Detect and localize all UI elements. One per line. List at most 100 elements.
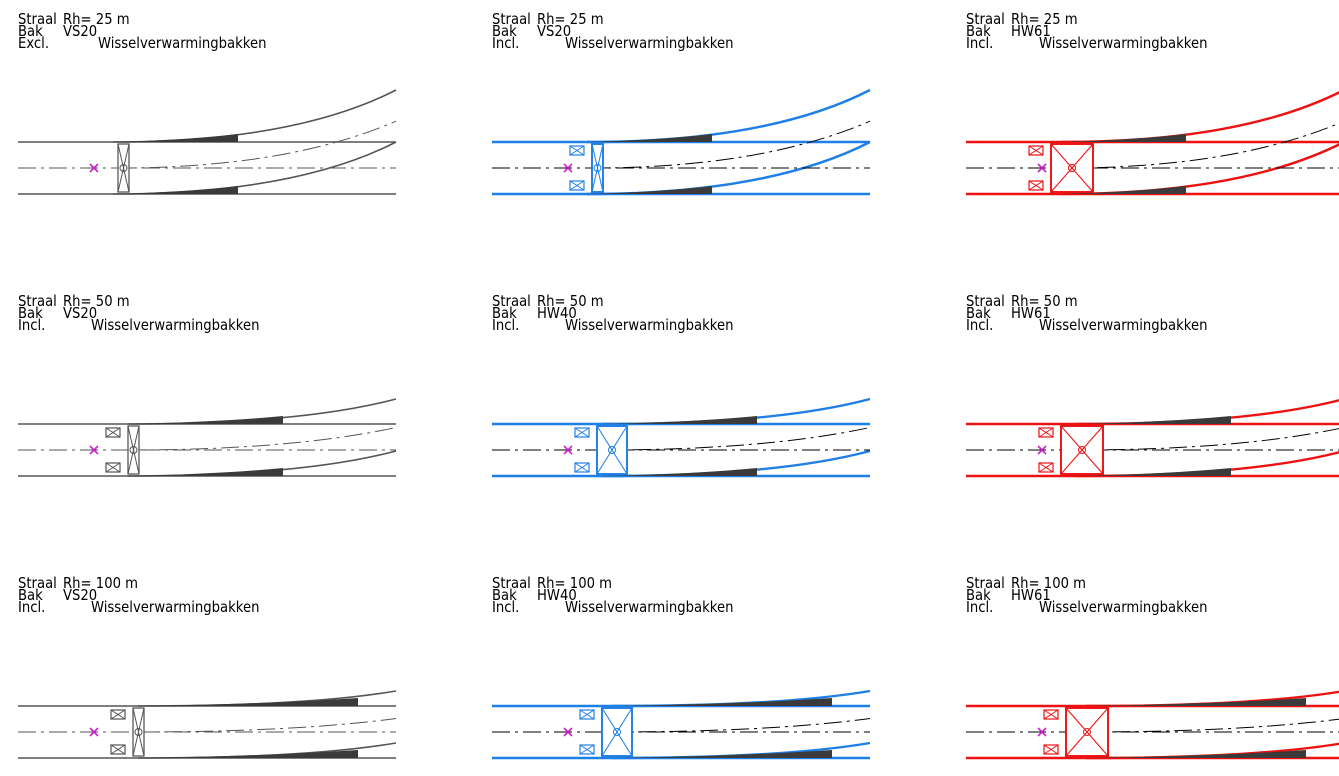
curve-rail-top bbox=[1060, 91, 1339, 144]
label-bak: Bak bbox=[966, 586, 991, 604]
switch-blade-bottom bbox=[128, 468, 283, 476]
label-bak-type: VS20 bbox=[63, 586, 98, 604]
switch-diagram bbox=[966, 399, 1339, 478]
switch-panel-r3c2: Straal Rh= 100 m Bak HW40 Incl. Wisselverwarm… bbox=[492, 576, 892, 776]
switch-blade-bottom bbox=[113, 186, 238, 194]
label-incl: Incl. bbox=[492, 598, 520, 616]
switch-panel-r1c3: Straal Rh= 25 m Bak HW61 Incl. Wisselverwarmi… bbox=[966, 12, 1339, 212]
heating-box-diag-b bbox=[1050, 143, 1094, 193]
label-bak: Bak bbox=[18, 586, 43, 604]
label-straal: Straal bbox=[966, 10, 1005, 28]
label-straal: Straal bbox=[18, 574, 57, 592]
switch-panel-r3c1: Straal Rh= 100 m Bak VS20 Incl. Wisselverwarm… bbox=[18, 576, 418, 776]
label-bak-type: HW61 bbox=[1011, 22, 1051, 40]
switch-blade-top bbox=[1076, 416, 1231, 424]
label-incl: Incl. bbox=[18, 598, 46, 616]
label-bak-type: HW61 bbox=[1011, 586, 1051, 604]
heating-box-center bbox=[134, 728, 143, 736]
label-bak: Bak bbox=[492, 22, 517, 40]
heating-box-diag-b bbox=[601, 707, 633, 757]
switch-diagram bbox=[18, 89, 397, 195]
heating-box-diag-b bbox=[127, 425, 140, 475]
label-bak-type: HW40 bbox=[537, 304, 577, 322]
switch-blade-top bbox=[1061, 134, 1186, 142]
label-heating: Wisselverwarmingbakken bbox=[91, 598, 260, 616]
label-radius: Rh= 25 m bbox=[63, 10, 130, 28]
label-bak-type: VS20 bbox=[537, 22, 572, 40]
heating-box-center bbox=[119, 164, 128, 172]
label-straal: Straal bbox=[18, 292, 57, 310]
label-bak-type: VS20 bbox=[63, 22, 98, 40]
switch-blade-bottom bbox=[138, 750, 358, 758]
switch-diagram bbox=[492, 88, 871, 196]
label-radius: Rh= 25 m bbox=[1011, 10, 1078, 28]
heating-box-diag-b bbox=[132, 707, 145, 757]
label-straal: Straal bbox=[966, 574, 1005, 592]
label-radius: Rh= 50 m bbox=[63, 292, 130, 310]
curve-rail-top bbox=[112, 89, 397, 143]
label-straal: Straal bbox=[492, 10, 531, 28]
point-marker-b bbox=[1037, 727, 1047, 737]
point-marker-b bbox=[563, 445, 573, 455]
label-radius: Rh= 50 m bbox=[537, 292, 604, 310]
heating-box-diag-b bbox=[1060, 425, 1104, 475]
label-radius: Rh= 25 m bbox=[537, 10, 604, 28]
switch-panel-r1c1: Straal Rh= 25 m Bak VS20 Excl. Wisselverwarmi… bbox=[18, 12, 418, 212]
label-incl: Incl. bbox=[966, 316, 994, 334]
label-incl: Incl. bbox=[492, 316, 520, 334]
label-heating: Wisselverwarmingbakken bbox=[1039, 598, 1208, 616]
label-bak: Bak bbox=[966, 304, 991, 322]
label-bak: Bak bbox=[18, 304, 43, 322]
switch-panel-r2c3: Straal Rh= 50 m Bak HW61 Incl. Wisselverwarmi… bbox=[966, 294, 1339, 494]
centerline-diverging bbox=[127, 427, 397, 451]
switch-blade-bottom bbox=[612, 750, 832, 758]
switch-panel-r3c3: Straal Rh= 100 m Bak HW61 Incl. Wisselverwarm… bbox=[966, 576, 1339, 776]
heating-box-diag-b bbox=[596, 425, 628, 475]
heating-box-diag-b bbox=[1065, 707, 1109, 757]
switch-blade-bottom bbox=[1086, 750, 1306, 758]
label-straal: Straal bbox=[492, 292, 531, 310]
centerline-diverging bbox=[601, 427, 871, 451]
label-heating: Wisselverwarmingbakken bbox=[98, 34, 267, 52]
label-heating: Wisselverwarmingbakken bbox=[1039, 316, 1208, 334]
point-marker-b bbox=[563, 163, 573, 173]
switch-blade-bottom bbox=[1061, 186, 1186, 194]
heating-box-center bbox=[593, 164, 602, 172]
heating-box-center bbox=[1068, 164, 1076, 172]
switch-diagram bbox=[18, 690, 397, 759]
switch-blade-bottom bbox=[1076, 468, 1231, 476]
heating-box-center bbox=[1078, 446, 1086, 454]
label-incl: Incl. bbox=[492, 34, 520, 52]
point-marker-b bbox=[563, 727, 573, 737]
centerline-diverging bbox=[117, 120, 397, 169]
point-marker-b bbox=[89, 163, 99, 173]
label-bak: Bak bbox=[492, 304, 517, 322]
label-heating: Wisselverwarmingbakken bbox=[565, 34, 734, 52]
heating-box-diag-b bbox=[117, 143, 130, 193]
label-radius: Rh= 100 m bbox=[1011, 574, 1087, 592]
heating-box-center bbox=[608, 446, 616, 454]
label-bak: Bak bbox=[18, 22, 43, 40]
switch-diagram bbox=[492, 397, 871, 478]
switch-diagram bbox=[966, 91, 1339, 196]
label-straal: Straal bbox=[492, 574, 531, 592]
centerline-diverging bbox=[606, 718, 871, 733]
label-radius: Rh= 100 m bbox=[63, 574, 139, 592]
switch-blade-top bbox=[602, 416, 757, 424]
switch-blade-top bbox=[587, 134, 712, 142]
curve-rail-top bbox=[586, 88, 871, 144]
switch-blade-top bbox=[113, 134, 238, 142]
label-straal: Straal bbox=[966, 292, 1005, 310]
label-heating: Wisselverwarmingbakken bbox=[1039, 34, 1208, 52]
switch-diagram bbox=[18, 398, 397, 477]
switch-panel-r2c1: Straal Rh= 50 m Bak VS20 Incl. Wisselverwarmi… bbox=[18, 294, 418, 494]
point-marker-b bbox=[1037, 163, 1047, 173]
label-straal: Straal bbox=[18, 10, 57, 28]
heating-box-center bbox=[1083, 728, 1091, 736]
switch-blade-top bbox=[138, 698, 358, 706]
heating-box-center bbox=[613, 728, 621, 736]
label-heating: Wisselverwarmingbakken bbox=[565, 316, 734, 334]
switch-diagram bbox=[492, 689, 871, 760]
switch-panel-r1c2: Straal Rh= 25 m Bak VS20 Incl. Wisselverwarmi… bbox=[492, 12, 892, 212]
